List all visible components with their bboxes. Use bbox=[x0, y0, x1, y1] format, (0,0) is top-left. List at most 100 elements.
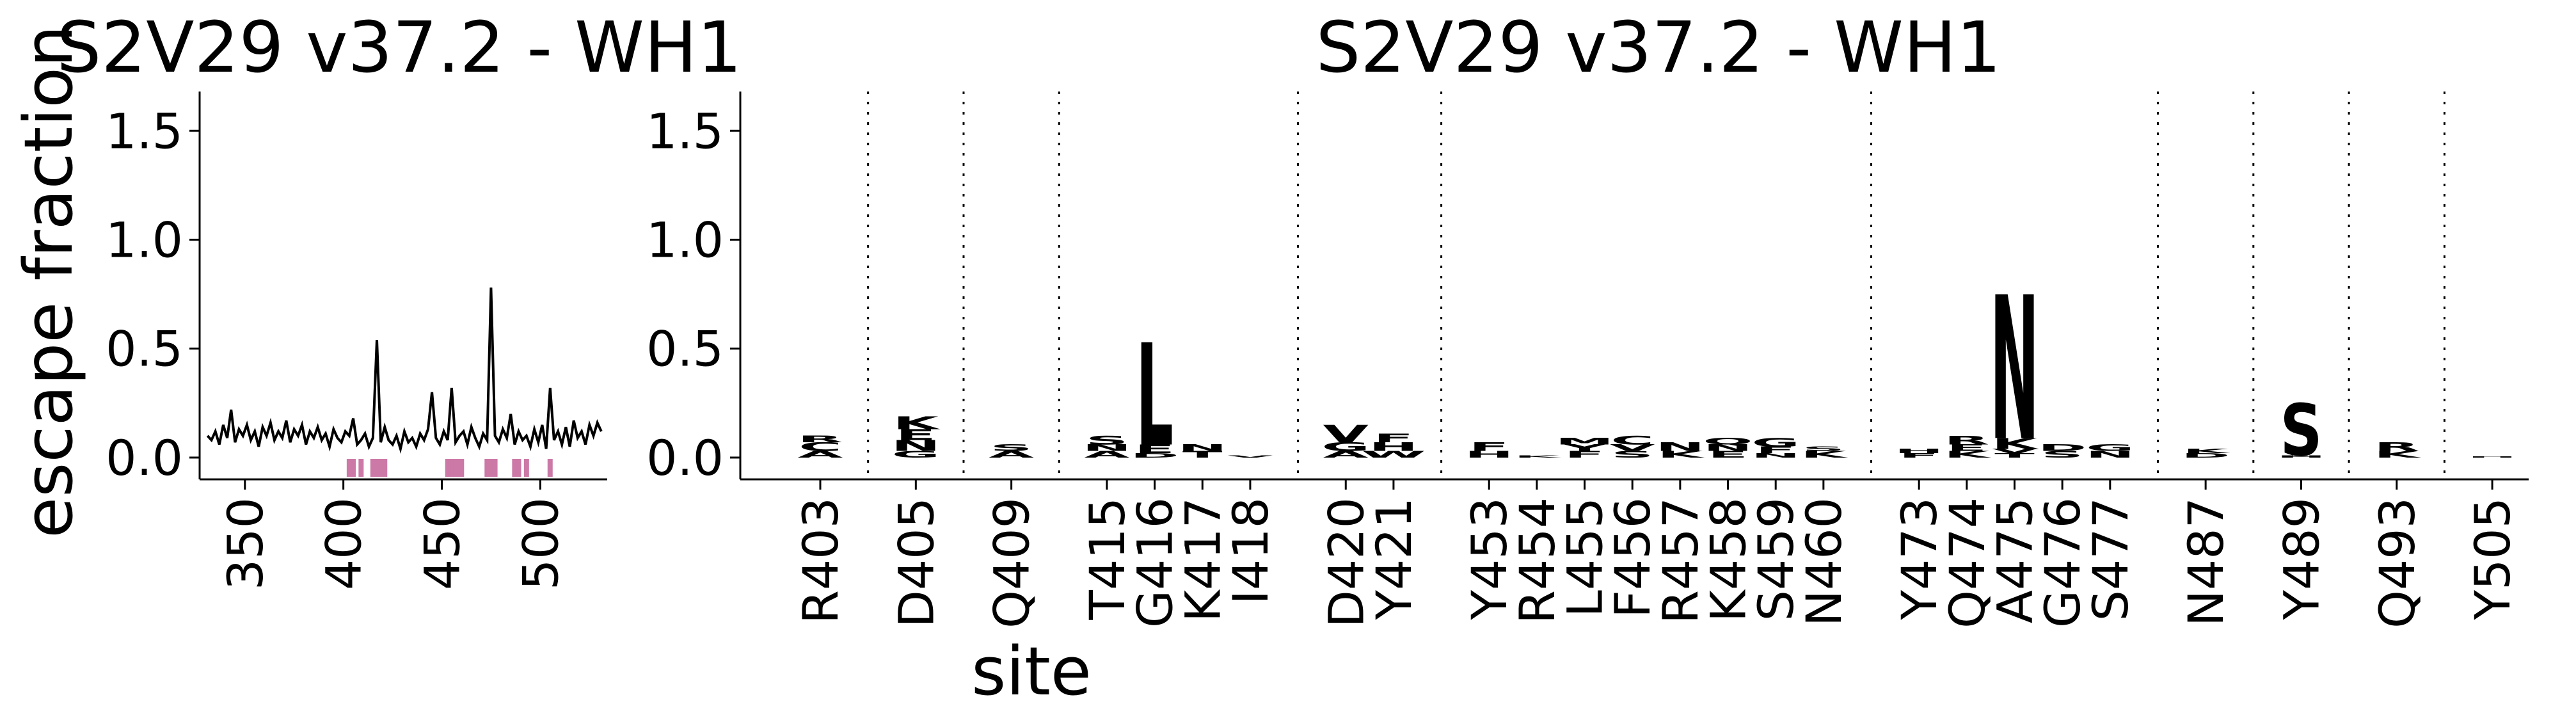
site-highlight bbox=[459, 459, 465, 477]
logo-letter: G bbox=[1322, 440, 1370, 454]
logo-letter: G bbox=[892, 449, 941, 460]
x-tick-label: Y453 bbox=[1461, 497, 1518, 620]
y-tick-label: 1.5 bbox=[646, 102, 724, 159]
logo-letter: N bbox=[1703, 443, 1753, 453]
x-tick-label: Y473 bbox=[1891, 497, 1948, 620]
logo-letter: F bbox=[1564, 449, 1605, 460]
logo-letter: K bbox=[1944, 449, 1991, 460]
logo-letter: V bbox=[1992, 448, 2038, 455]
x-tick-label: R454 bbox=[1509, 497, 1566, 624]
logo-letter: S bbox=[1802, 445, 1845, 452]
x-tick-label: S477 bbox=[2082, 497, 2139, 621]
x-tick-label: D405 bbox=[887, 497, 944, 628]
logo-letter: A bbox=[797, 449, 843, 460]
logo-letter: S bbox=[990, 443, 1033, 453]
logo-letter: A bbox=[989, 449, 1034, 460]
x-tick-label: 500 bbox=[512, 497, 569, 590]
y-tick-label: 0.5 bbox=[646, 321, 724, 378]
logo-letter: L bbox=[1136, 314, 1173, 478]
logo-letter: K bbox=[1801, 449, 1848, 460]
logo-letter: K bbox=[1514, 455, 1562, 458]
logo-letter: D bbox=[2181, 452, 2230, 459]
site-highlight bbox=[492, 459, 498, 477]
logo-letter: G bbox=[2086, 443, 2135, 453]
logo-letter: K bbox=[2182, 448, 2230, 455]
logo-letter: Q bbox=[1703, 436, 1753, 447]
escape-line bbox=[206, 287, 603, 454]
logo-letter: H bbox=[1369, 440, 1418, 454]
y-tick-label: 0.0 bbox=[646, 429, 724, 486]
logo-letter: V bbox=[1323, 420, 1369, 449]
site-highlight bbox=[547, 459, 553, 477]
x-tick-label: G416 bbox=[1127, 497, 1184, 628]
logo-letter: C bbox=[1610, 433, 1654, 447]
logo-letter: R bbox=[798, 434, 843, 444]
x-tick-label: Y489 bbox=[2273, 497, 2330, 620]
logo-letter: H bbox=[1465, 449, 1514, 460]
x-tick-label: 450 bbox=[414, 497, 471, 590]
site-highlight bbox=[523, 459, 529, 477]
x-tick-label: I418 bbox=[1222, 497, 1279, 604]
logo-letter: H bbox=[2468, 456, 2517, 458]
y-tick-label: 1.0 bbox=[106, 212, 183, 269]
logo-letter: S bbox=[1086, 433, 1128, 447]
logo-letter: F bbox=[1373, 431, 1413, 445]
logo-letter: E bbox=[896, 426, 936, 444]
x-axis-label: site bbox=[971, 632, 1092, 710]
logo-letter: C bbox=[799, 440, 842, 454]
x-tick-label: N487 bbox=[2177, 497, 2234, 627]
site-highlight bbox=[376, 459, 382, 477]
logo-letter: A bbox=[1084, 449, 1129, 460]
site-highlight bbox=[512, 459, 518, 477]
y-tick-label: 1.5 bbox=[106, 102, 183, 159]
y-tick-label: 0.5 bbox=[106, 321, 183, 378]
logo-letter: F bbox=[1469, 440, 1509, 454]
logo-letter: S bbox=[2041, 449, 2083, 460]
logo-letter: A bbox=[1323, 449, 1369, 460]
x-tick-label: F456 bbox=[1604, 497, 1661, 618]
x-tick-label: Q409 bbox=[983, 497, 1040, 628]
x-tick-label: Q493 bbox=[2369, 497, 2426, 628]
site-highlight bbox=[351, 459, 356, 477]
x-tick-label: 400 bbox=[315, 497, 372, 590]
logo-letter: K bbox=[1992, 435, 2040, 452]
x-tick-label: Q474 bbox=[1939, 497, 1996, 628]
logo-letter: K bbox=[2374, 449, 2421, 460]
logo-letter: N bbox=[2085, 449, 2135, 460]
logo-letter: R bbox=[2374, 440, 2419, 454]
logo-letter: R bbox=[1944, 433, 1989, 447]
x-tick-label: K458 bbox=[1700, 497, 1757, 622]
logo-letter: E bbox=[1134, 442, 1175, 456]
x-tick-label: K417 bbox=[1174, 497, 1231, 622]
logo-letter: S bbox=[1611, 449, 1653, 460]
y-tick-label: 0.0 bbox=[106, 429, 183, 486]
x-tick-label: G476 bbox=[2034, 497, 2091, 628]
logo-letter: N bbox=[891, 437, 941, 454]
logo-letter: E bbox=[1708, 449, 1748, 460]
site-highlight bbox=[382, 459, 388, 477]
site-highlight bbox=[516, 459, 521, 477]
logo-letter: E bbox=[1946, 443, 1987, 453]
logo-letter: S bbox=[2280, 390, 2322, 473]
logo-letter: H bbox=[1895, 448, 1944, 455]
logo-letter: N bbox=[1082, 443, 1131, 453]
logo-letter: M bbox=[1555, 436, 1614, 447]
x-tick-label: A475 bbox=[1987, 497, 2044, 623]
logo-letter: V bbox=[1227, 455, 1273, 458]
x-tick-label: T415 bbox=[1079, 497, 1136, 620]
logo-letter: G bbox=[1751, 436, 1799, 450]
logo-letter: T bbox=[1182, 449, 1223, 460]
logo-letter: V bbox=[1610, 443, 1655, 453]
logo-letter: H bbox=[2277, 455, 2326, 458]
logo-letter: Y bbox=[1562, 443, 1607, 453]
logo-letter: N bbox=[1990, 255, 2039, 484]
logo-letter: F bbox=[1899, 452, 1939, 459]
site-highlight bbox=[358, 459, 364, 477]
logo-letter: D bbox=[2038, 443, 2087, 453]
x-tick-label: R403 bbox=[792, 497, 849, 624]
y-axis-label: escape fraction bbox=[10, 25, 88, 538]
logo-letter: N bbox=[1655, 440, 1705, 454]
x-tick-label: D420 bbox=[1317, 497, 1374, 628]
x-tick-label: Y505 bbox=[2464, 497, 2521, 620]
